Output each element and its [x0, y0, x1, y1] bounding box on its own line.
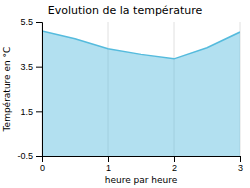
- tick: -0.5: [17, 151, 42, 161]
- x-axis-line: [43, 157, 241, 163]
- tick-label: -0.5: [17, 151, 33, 161]
- y-axis-title: Température en °C: [2, 47, 12, 133]
- tick-mark: [36, 67, 42, 68]
- area: [42, 31, 240, 156]
- y-axis-line: [36, 23, 43, 157]
- tick-label: 0: [40, 163, 45, 173]
- y-axis: -0.5 1.5 3.5 5.5: [17, 17, 42, 161]
- tick-mark: [108, 156, 109, 162]
- tick: 5.5: [20, 17, 42, 27]
- tick-mark: [36, 156, 42, 157]
- grid: [42, 22, 240, 156]
- title: Evolution de la température: [48, 4, 203, 17]
- tick: 3: [238, 156, 243, 173]
- tick-label: 1.5: [20, 107, 33, 117]
- chart: 0 1 2 3 -0.5 1.5 3.5 5.5 Evolution de la tempéra…: [0, 0, 250, 188]
- tick-mark: [174, 156, 175, 162]
- line: [42, 31, 240, 59]
- tick-label: 5.5: [20, 17, 33, 27]
- tick-label: 3: [238, 163, 243, 173]
- tick-mark: [240, 156, 241, 162]
- tick-label: 1: [106, 163, 111, 173]
- tick: 1: [106, 156, 111, 173]
- tick: 1.5: [20, 107, 42, 117]
- tick-mark: [36, 111, 42, 112]
- x-axis-title: heure par heure: [105, 175, 178, 185]
- tick: 0: [40, 156, 45, 173]
- plot: 0 1 2 3 -0.5 1.5 3.5 5.5: [17, 17, 243, 173]
- x-axis: 0 1 2 3: [40, 156, 243, 173]
- tick-label: 3.5: [20, 62, 33, 72]
- tick: 3.5: [20, 62, 42, 72]
- tick-mark: [36, 22, 42, 23]
- tick: 2: [172, 156, 177, 173]
- marks: [42, 31, 240, 156]
- tick-label: 2: [172, 163, 177, 173]
